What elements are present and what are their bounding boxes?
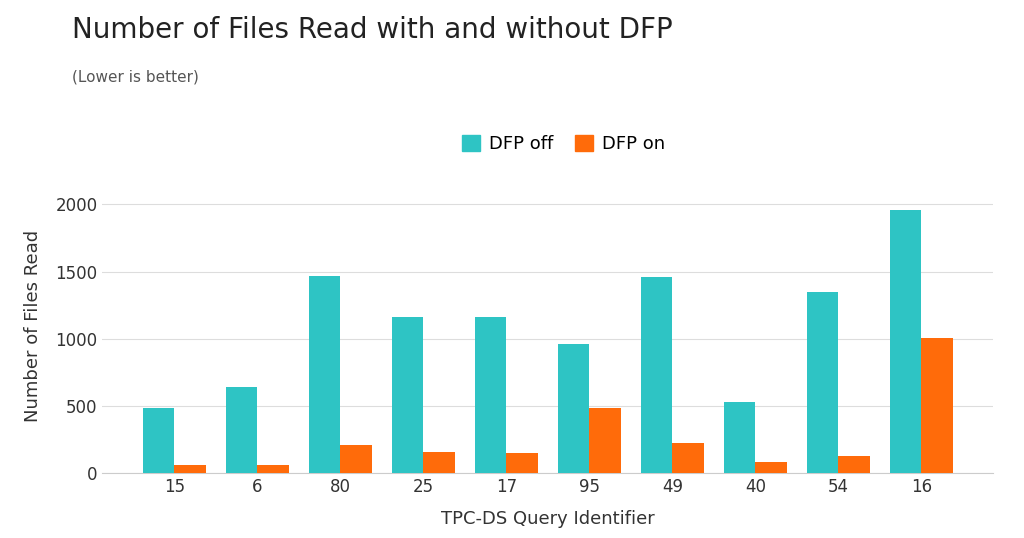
Bar bbox=[174, 465, 206, 473]
Bar bbox=[724, 402, 756, 473]
Bar bbox=[309, 276, 340, 473]
Bar bbox=[807, 292, 839, 473]
Bar bbox=[475, 317, 506, 473]
Bar bbox=[922, 338, 952, 473]
Bar bbox=[590, 408, 621, 473]
Y-axis label: Number of Files Read: Number of Files Read bbox=[24, 229, 42, 422]
Bar bbox=[641, 277, 673, 473]
Bar bbox=[423, 452, 455, 473]
Bar bbox=[673, 443, 703, 473]
Bar bbox=[558, 344, 590, 473]
Bar bbox=[143, 408, 174, 473]
Text: Number of Files Read with and without DFP: Number of Files Read with and without DF… bbox=[72, 16, 673, 44]
Legend: DFP off, DFP on: DFP off, DFP on bbox=[455, 128, 672, 160]
Bar bbox=[506, 452, 538, 473]
Bar bbox=[340, 444, 372, 473]
Bar bbox=[890, 210, 922, 473]
X-axis label: TPC-DS Query Identifier: TPC-DS Query Identifier bbox=[441, 510, 654, 528]
Bar bbox=[839, 456, 869, 473]
Text: (Lower is better): (Lower is better) bbox=[72, 70, 199, 85]
Bar bbox=[226, 387, 257, 473]
Bar bbox=[392, 317, 423, 473]
Bar bbox=[257, 465, 289, 473]
Bar bbox=[756, 462, 786, 473]
